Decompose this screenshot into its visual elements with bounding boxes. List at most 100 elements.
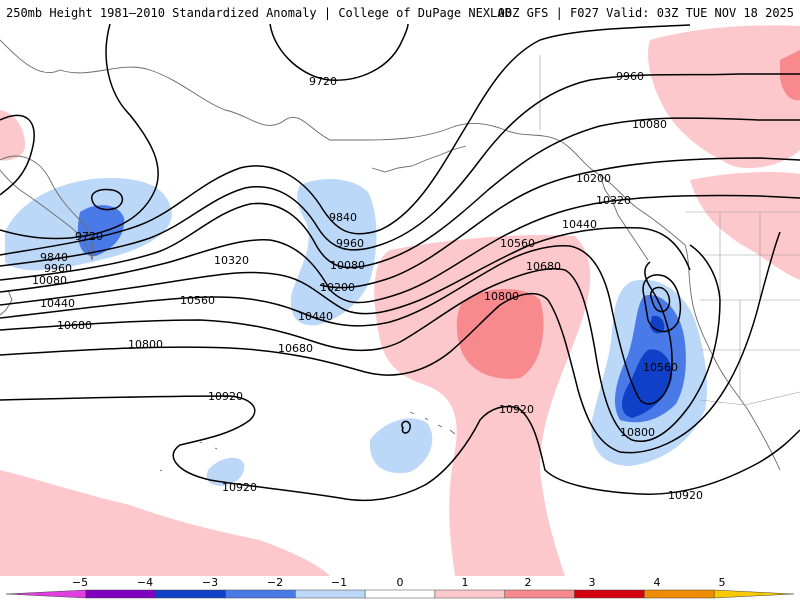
colorbar-segment — [434, 589, 505, 599]
positive-anomaly-area — [0, 470, 330, 576]
height-label: 10920 — [499, 403, 534, 416]
negative-anomaly-strong — [650, 315, 665, 334]
colorbar-tick-label: 0 — [397, 576, 404, 589]
colorbar-segment — [225, 589, 296, 599]
height-label: 10080 — [330, 259, 365, 272]
contour-10440-cutoff-low — [642, 274, 682, 333]
colorbar-tick-label: −1 — [331, 576, 347, 589]
negative-anomaly-strong — [622, 349, 673, 418]
colorbar-tick-label: −2 — [267, 576, 283, 589]
height-label: 10200 — [320, 281, 355, 294]
positive-anomaly-core — [456, 288, 544, 379]
height-label: 10560 — [643, 361, 678, 374]
contour-9720-aleutian — [0, 24, 159, 240]
alaska-coast — [364, 123, 686, 246]
colorbar-ticks: −5 −4 −3 −2 −1 0 1 2 3 4 5 — [72, 576, 726, 589]
height-label: 10440 — [562, 218, 597, 231]
colorbar-segment — [155, 589, 226, 599]
contour-labels: 9720 9720 9840 9960 10080 10440 10680 10… — [32, 70, 703, 502]
kuril-coast — [0, 289, 13, 316]
negative-anomaly-core — [77, 205, 125, 257]
colorbar-tick-label: 2 — [525, 576, 532, 589]
coastlines — [0, 39, 781, 472]
hawaii-islands — [409, 411, 456, 435]
model-run-valid-time: 00Z GFS | F027 Valid: 03Z TUE NOV 18 202… — [497, 6, 794, 20]
height-label: 9840 — [40, 251, 68, 264]
colorbar-segment — [644, 589, 715, 599]
colorbar-tick-label: 4 — [654, 576, 661, 589]
positive-anomaly-area — [374, 234, 591, 576]
anomaly-map: 9720 9720 9840 9960 10080 10440 10680 10… — [0, 24, 800, 576]
height-label: 9960 — [616, 70, 644, 83]
pacific-atolls — [159, 441, 218, 472]
contour-10680 — [0, 244, 721, 442]
contour-10440 — [0, 226, 691, 315]
contour-9840 — [0, 24, 691, 256]
height-label: 10920 — [668, 489, 703, 502]
height-label: 10680 — [57, 319, 92, 332]
colorbar-segment — [504, 589, 575, 599]
height-label: 10800 — [620, 426, 655, 439]
bc-coast — [599, 174, 649, 261]
height-label: 9840 — [329, 211, 357, 224]
positive-anomaly-area — [0, 110, 26, 161]
us-mexico-border — [699, 391, 800, 406]
anomaly-colorbar: −5 −4 −3 −2 −1 0 1 2 3 4 5 — [5, 576, 795, 599]
height-label: 10080 — [32, 274, 67, 287]
height-label: 9960 — [336, 237, 364, 250]
contour-10920-cutoff — [401, 420, 411, 434]
positive-anomaly-area — [690, 172, 800, 280]
contour-10800 — [0, 231, 781, 454]
height-label: 10080 — [632, 118, 667, 131]
colorbar-tick-label: 1 — [462, 576, 469, 589]
positive-anomaly-core — [780, 50, 800, 101]
height-label: 10800 — [128, 338, 163, 351]
positive-anomaly-area — [648, 25, 800, 169]
colorbar-segment — [295, 589, 366, 599]
height-label: 10320 — [214, 254, 249, 267]
height-label: 10680 — [278, 342, 313, 355]
negative-anomaly-area — [369, 418, 433, 474]
colorbar-segment — [85, 589, 156, 599]
colorbar-tick-label: 3 — [589, 576, 596, 589]
colorbar-tick-label: −4 — [137, 576, 153, 589]
negative-anomaly-area — [206, 457, 245, 486]
colorbar-tick-label: −3 — [202, 576, 218, 589]
contour-10080 — [0, 117, 800, 281]
colorbar-segment — [364, 589, 436, 599]
west-coast — [684, 244, 781, 471]
siberia-coast — [0, 39, 365, 141]
height-label: 10920 — [222, 481, 257, 494]
height-label: 9720 — [309, 75, 337, 88]
kamchatka-coast — [0, 155, 94, 261]
height-label: 10560 — [500, 237, 535, 250]
contour-10560 — [0, 244, 673, 405]
header-bar: 250mb Height 1981–2010 Standardized Anom… — [0, 0, 800, 24]
colorbar-segment — [713, 589, 795, 599]
height-label: 10440 — [40, 297, 75, 310]
contour-9720-low-center — [91, 188, 124, 211]
aleutian-chain — [371, 145, 467, 173]
colorbar-segment — [5, 589, 87, 599]
height-label: 10800 — [484, 290, 519, 303]
contour-9960 — [0, 73, 800, 267]
contour-10560-cutoff-low — [650, 286, 671, 313]
colorbar-segments — [5, 589, 795, 599]
height-label: 9960 — [44, 262, 72, 275]
height-label: 10200 — [576, 172, 611, 185]
colorbar-tick-label: −5 — [72, 576, 88, 589]
height-contours — [0, 24, 800, 502]
height-label: 10680 — [526, 260, 561, 273]
height-label: 10560 — [180, 294, 215, 307]
colorbar-segment — [574, 589, 645, 599]
product-title: 250mb Height 1981–2010 Standardized Anom… — [6, 6, 512, 20]
political-borders — [539, 55, 800, 406]
contour-10920 — [0, 395, 800, 502]
height-label: 10440 — [298, 310, 333, 323]
contour-9720-north — [269, 24, 409, 81]
height-label: 10320 — [596, 194, 631, 207]
height-label: 10920 — [208, 390, 243, 403]
colorbar-tick-label: 5 — [719, 576, 726, 589]
contour-9720-west — [0, 114, 35, 196]
